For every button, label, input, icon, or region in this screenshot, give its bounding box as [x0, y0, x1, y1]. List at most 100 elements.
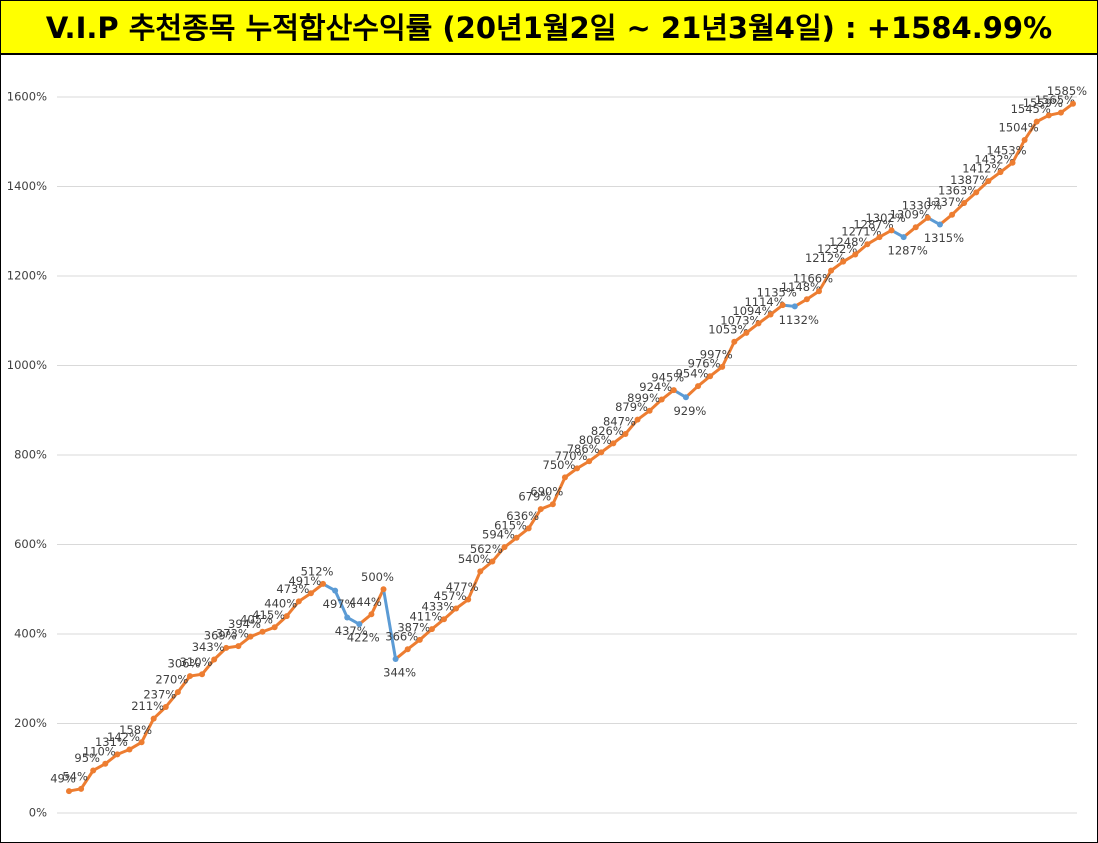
point [513, 534, 520, 541]
point [1021, 136, 1028, 143]
data-label: 110% [83, 744, 116, 758]
data-label: 1271% [841, 225, 881, 239]
point [1009, 159, 1016, 166]
point [876, 234, 883, 241]
data-label: 1302% [865, 211, 905, 225]
point [1070, 100, 1076, 107]
data-label: 158% [119, 723, 152, 737]
data-label: 1053% [708, 322, 748, 336]
line-segment [490, 545, 506, 564]
line-segment [369, 587, 386, 616]
y-tick-label: 600% [14, 537, 47, 551]
point [707, 373, 714, 380]
line-segment [382, 587, 398, 661]
data-label: 679% [518, 490, 551, 504]
point [78, 785, 85, 792]
data-label: 1166% [793, 272, 833, 286]
point [416, 636, 423, 643]
point [162, 703, 169, 710]
line-segment [527, 507, 543, 530]
data-label: 976% [688, 357, 721, 371]
data-label: 1232% [817, 242, 857, 256]
point [574, 465, 581, 472]
point [211, 656, 218, 663]
data-label: 1073% [720, 313, 760, 327]
data-label: 1287% [888, 244, 928, 258]
data-label: 945% [651, 371, 684, 385]
data-label: 394% [228, 617, 261, 631]
point [307, 590, 314, 597]
point [586, 458, 593, 465]
line-segment [200, 658, 216, 676]
point [719, 363, 726, 370]
data-label: 1094% [732, 304, 772, 318]
y-tick-label: 400% [14, 627, 47, 641]
point [864, 241, 871, 248]
data-label: 690% [530, 485, 563, 499]
line-segment [466, 569, 482, 602]
data-label: 879% [615, 400, 648, 414]
point [150, 715, 157, 722]
point [561, 474, 568, 481]
data-label: 1504% [999, 120, 1039, 134]
point [247, 633, 254, 640]
point [453, 605, 460, 612]
data-label: 211% [131, 699, 164, 713]
data-label: 1337% [926, 195, 966, 209]
point [924, 214, 931, 221]
data-label: 500% [361, 570, 394, 584]
data-label: 1545% [1011, 102, 1051, 116]
point [695, 383, 702, 390]
point [368, 611, 375, 618]
data-label: 1287% [853, 218, 893, 232]
point [961, 200, 968, 207]
y-tick-label: 800% [14, 448, 47, 462]
point [1033, 118, 1040, 125]
data-label: 512% [301, 564, 334, 578]
data-label: 433% [422, 600, 455, 614]
data-label: 437% [335, 624, 368, 638]
data-label: 415% [252, 608, 285, 622]
data-label: 929% [673, 404, 706, 418]
point [501, 544, 508, 551]
point [271, 624, 278, 631]
point [283, 613, 290, 620]
point [743, 329, 750, 336]
data-label: 477% [446, 580, 479, 594]
point [828, 267, 835, 274]
point [622, 430, 629, 437]
data-label: 49% [50, 772, 76, 786]
data-label: 954% [676, 367, 709, 381]
point [138, 739, 145, 746]
point [755, 320, 762, 327]
line-segment [817, 269, 833, 293]
point [66, 788, 72, 795]
data-label: 1114% [744, 295, 784, 309]
data-label: 422% [347, 631, 380, 645]
point [259, 628, 266, 635]
point [489, 558, 496, 565]
line-segment [285, 599, 301, 618]
y-tick-label: 200% [14, 716, 47, 730]
data-label: 826% [591, 424, 624, 438]
point [840, 258, 847, 265]
point [356, 621, 363, 628]
data-label: 497% [323, 597, 356, 611]
data-label: 997% [700, 347, 733, 361]
point [404, 646, 411, 653]
data-label: 806% [579, 433, 612, 447]
point [682, 394, 689, 401]
data-label: 473% [276, 582, 309, 596]
y-tick-label: 0% [29, 806, 47, 820]
data-label: 310% [180, 655, 213, 669]
point [658, 396, 665, 403]
data-label: 1412% [962, 162, 1002, 176]
point [392, 656, 399, 663]
data-label: 95% [74, 751, 100, 765]
data-label: 1559% [1023, 96, 1063, 110]
point [223, 644, 230, 651]
line-segment [176, 674, 192, 694]
data-label: 306% [168, 657, 201, 671]
point [1057, 109, 1064, 116]
